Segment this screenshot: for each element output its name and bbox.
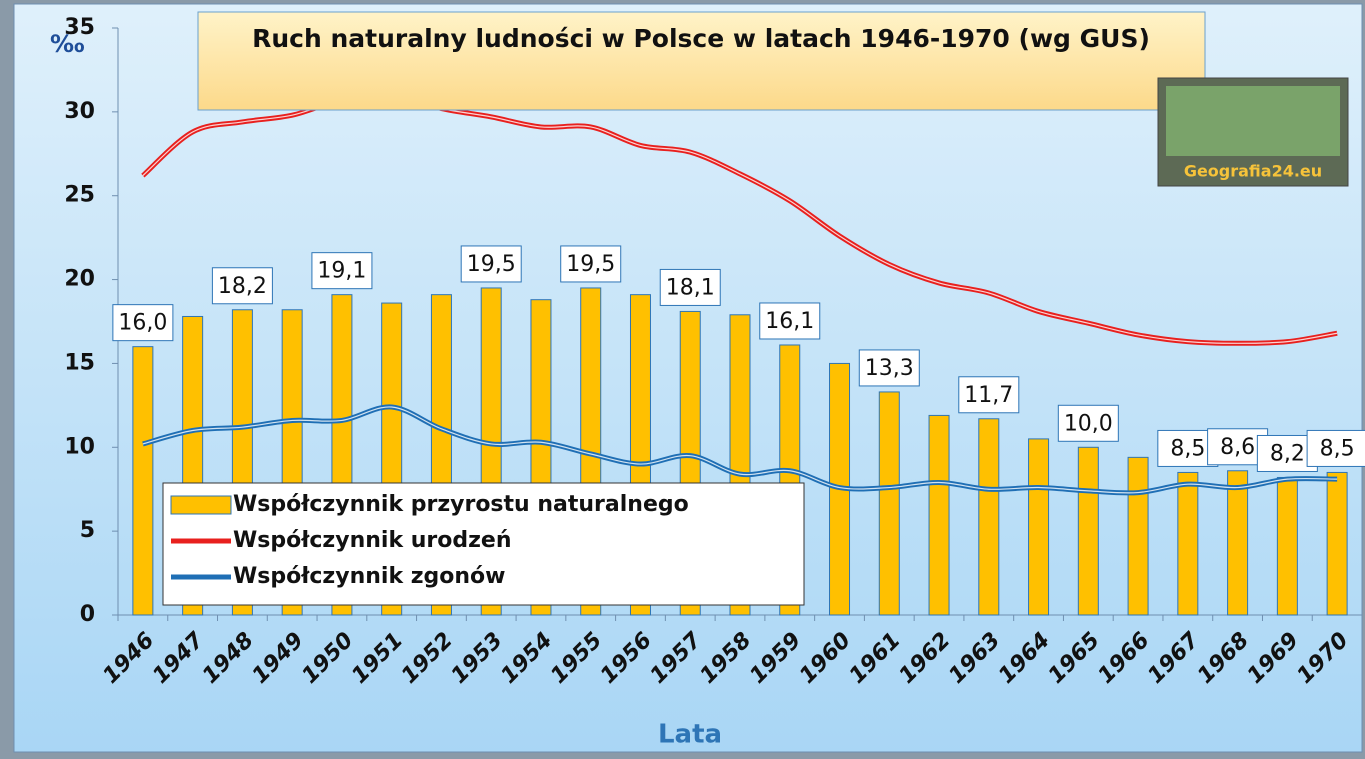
bar [929, 415, 949, 615]
bar [979, 419, 999, 615]
bar [1228, 471, 1248, 615]
y-tick-label: 0 [80, 602, 95, 627]
logo-image [1166, 86, 1340, 156]
y-tick-label: 15 [64, 350, 95, 375]
logo: Geografia24.eu [1158, 78, 1348, 186]
bar [1277, 477, 1297, 615]
y-tick-label: 20 [64, 267, 95, 292]
y-axis-label: ‰ [50, 30, 85, 58]
bar [1029, 439, 1049, 615]
y-tick-label: 30 [64, 99, 95, 124]
value-label: 13,3 [865, 356, 914, 381]
chart-title: Ruch naturalny ludności w Polsce w latac… [252, 24, 1150, 53]
legend-swatch [171, 496, 231, 514]
value-label: 8,2 [1270, 441, 1305, 466]
legend-label: Współczynnik zgonów [233, 564, 506, 589]
value-label: 19,5 [467, 252, 516, 277]
y-tick-label: 5 [80, 518, 95, 543]
chart: 0510152025303519461947194819491950195119… [0, 0, 1365, 755]
bar [1078, 447, 1098, 615]
bar [133, 347, 153, 615]
value-label: 8,6 [1220, 435, 1255, 460]
bar [879, 392, 899, 615]
value-label: 18,1 [666, 275, 715, 300]
value-label: 8,5 [1320, 436, 1355, 461]
logo-text: Geografia24.eu [1184, 162, 1322, 181]
bar [1128, 457, 1148, 615]
page: {"chart_data": { "type": "bar-line", "ti… [0, 0, 1365, 755]
value-label: 16,0 [118, 311, 167, 336]
y-tick-label: 10 [64, 434, 95, 459]
value-label: 16,1 [765, 309, 814, 334]
bar [1178, 472, 1198, 615]
y-tick-label: 25 [64, 183, 95, 208]
legend-label: Współczynnik przyrostu naturalnego [233, 492, 689, 517]
value-label: 11,7 [964, 383, 1013, 408]
value-label: 19,1 [317, 259, 366, 284]
value-label: 19,5 [566, 252, 615, 277]
value-label: 8,5 [1170, 436, 1205, 461]
bar [1327, 472, 1347, 615]
value-label: 18,2 [218, 274, 267, 299]
x-axis-label: Lata [658, 720, 722, 750]
legend-label: Współczynnik urodzeń [233, 528, 512, 553]
value-label: 10,0 [1064, 411, 1113, 436]
